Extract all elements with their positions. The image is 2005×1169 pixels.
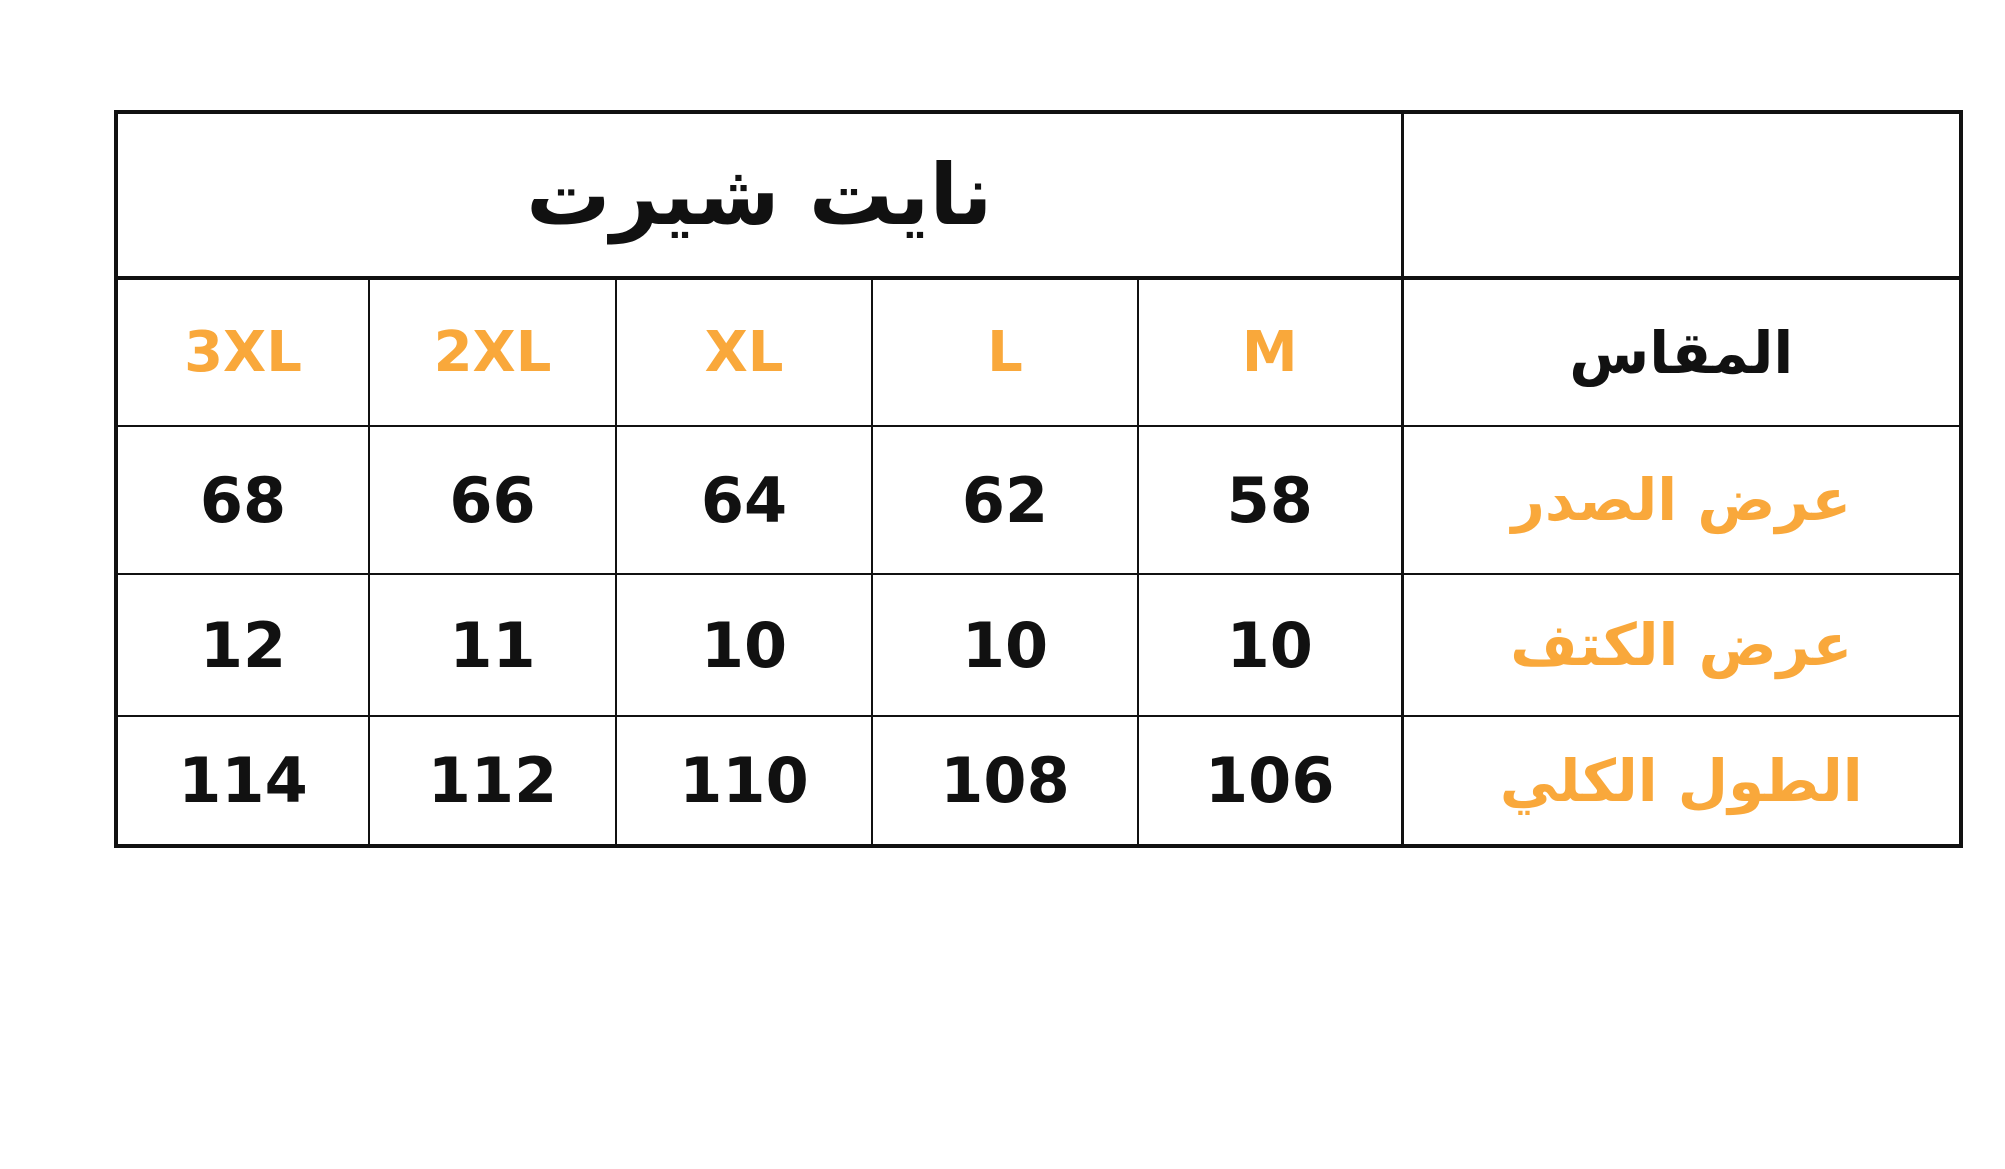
- product-title: نايت شيرت: [114, 111, 1404, 280]
- cell-value: 108: [871, 715, 1140, 847]
- cell-value: 10: [615, 573, 874, 717]
- cell-value: 10: [871, 573, 1140, 717]
- cell-value: 10: [1137, 573, 1404, 717]
- cell-value: 110: [615, 715, 874, 847]
- cell-value: 64: [615, 425, 874, 575]
- title-row: نايت شيرت: [114, 111, 1963, 280]
- table-row-chest: عرض الصدر 58 62 64 66 68: [114, 425, 1963, 575]
- empty-corner-cell: [1400, 111, 1963, 280]
- size-chart-table: نايت شيرت المقاس M L XL 2XL 3XL عرض الصد…: [114, 110, 1964, 848]
- cell-value: 114: [114, 715, 371, 847]
- size-3xl: 3XL: [114, 277, 371, 427]
- size-2xl: 2XL: [368, 277, 618, 427]
- cell-value: 62: [871, 425, 1140, 575]
- size-m: M: [1137, 277, 1404, 427]
- cell-value: 12: [114, 573, 371, 717]
- cell-value: 106: [1137, 715, 1404, 847]
- cell-value: 11: [368, 573, 618, 717]
- size-xl: XL: [615, 277, 874, 427]
- size-label: المقاس: [1400, 277, 1963, 427]
- table-row-shoulder: عرض الكتف 10 10 10 11 12: [114, 573, 1963, 717]
- cell-value: 58: [1137, 425, 1404, 575]
- row-label: عرض الكتف: [1400, 573, 1963, 717]
- row-label: عرض الصدر: [1400, 425, 1963, 575]
- row-label: الطول الكلي: [1400, 715, 1963, 847]
- size-l: L: [871, 277, 1140, 427]
- size-header-row: المقاس M L XL 2XL 3XL: [114, 277, 1963, 427]
- cell-value: 66: [368, 425, 618, 575]
- cell-value: 68: [114, 425, 371, 575]
- cell-value: 112: [368, 715, 618, 847]
- table-row-length: الطول الكلي 106 108 110 112 114: [114, 715, 1963, 847]
